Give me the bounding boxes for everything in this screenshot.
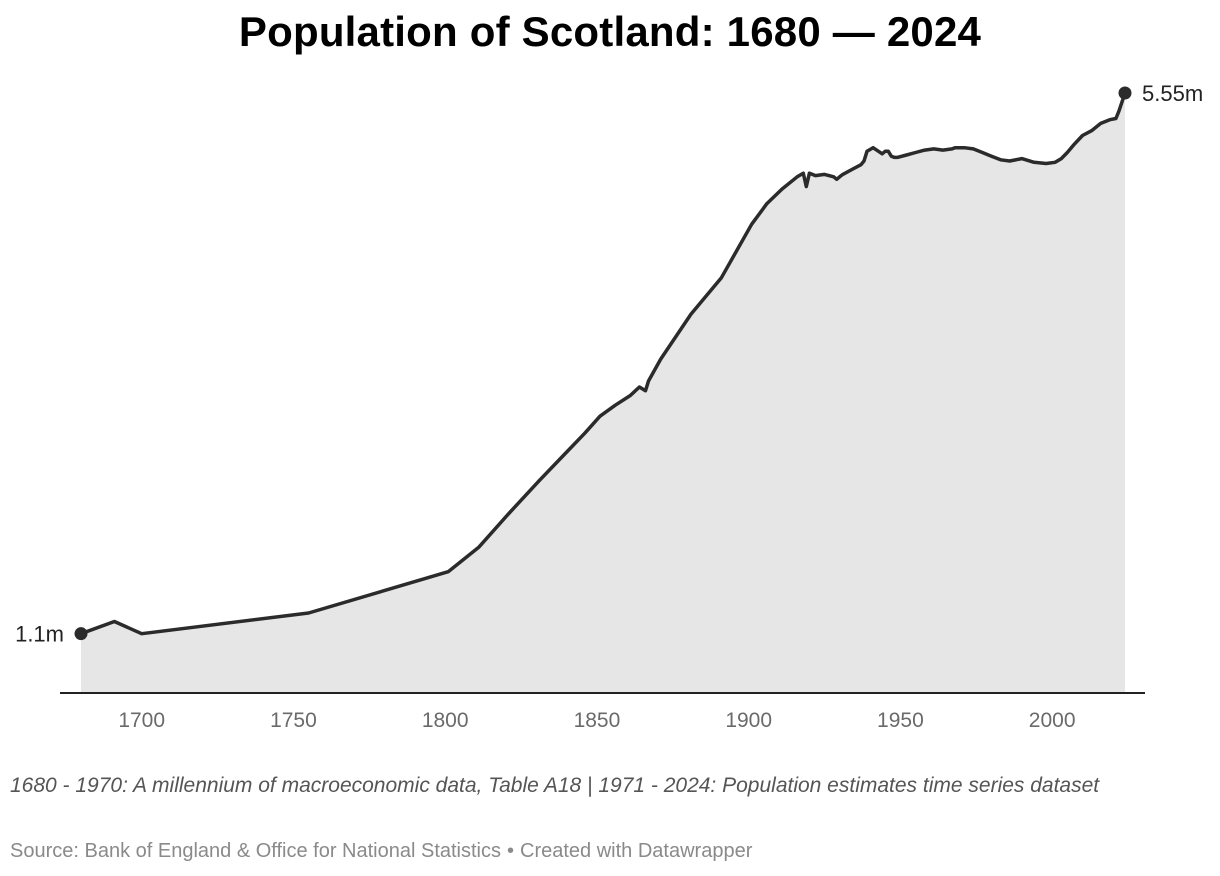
x-tick-label: 2000: [1029, 709, 1076, 732]
value-annotations: 1.1m 5.55m: [15, 81, 1203, 647]
x-tick-label: 1700: [118, 709, 165, 732]
x-tick-label: 1800: [422, 709, 469, 732]
x-axis-ticks: 1700 1750 1800 1850 1900 1950 2000: [118, 709, 1075, 732]
source-separator: •: [507, 840, 515, 862]
population-area: [81, 93, 1125, 692]
chart-title: Population of Scotland: 1680 — 2024: [238, 8, 982, 55]
annotation-dot: [74, 627, 88, 641]
data-note: 1680 - 1970: A millennium of macroeconom…: [10, 774, 1100, 797]
annotation-label: 5.55m: [1142, 81, 1203, 106]
annotation-label: 1.1m: [15, 622, 64, 647]
x-tick-label: 1950: [877, 709, 924, 732]
x-tick-label: 1900: [725, 709, 772, 732]
population-line: [79, 91, 1127, 636]
source-line: Source: Bank of England & Office for Nat…: [10, 840, 752, 863]
credit-text: Created with Datawrapper: [520, 840, 753, 862]
annotation-dot: [1118, 86, 1132, 100]
chart-svg: 1700 1750 1800 1850 1900 1950 2000 1.1m 5.55m: [15, 81, 1203, 732]
x-tick-label: 1750: [270, 709, 317, 732]
source-text: Source: Bank of England & Office for Nat…: [10, 840, 501, 862]
x-tick-label: 1850: [574, 709, 621, 732]
